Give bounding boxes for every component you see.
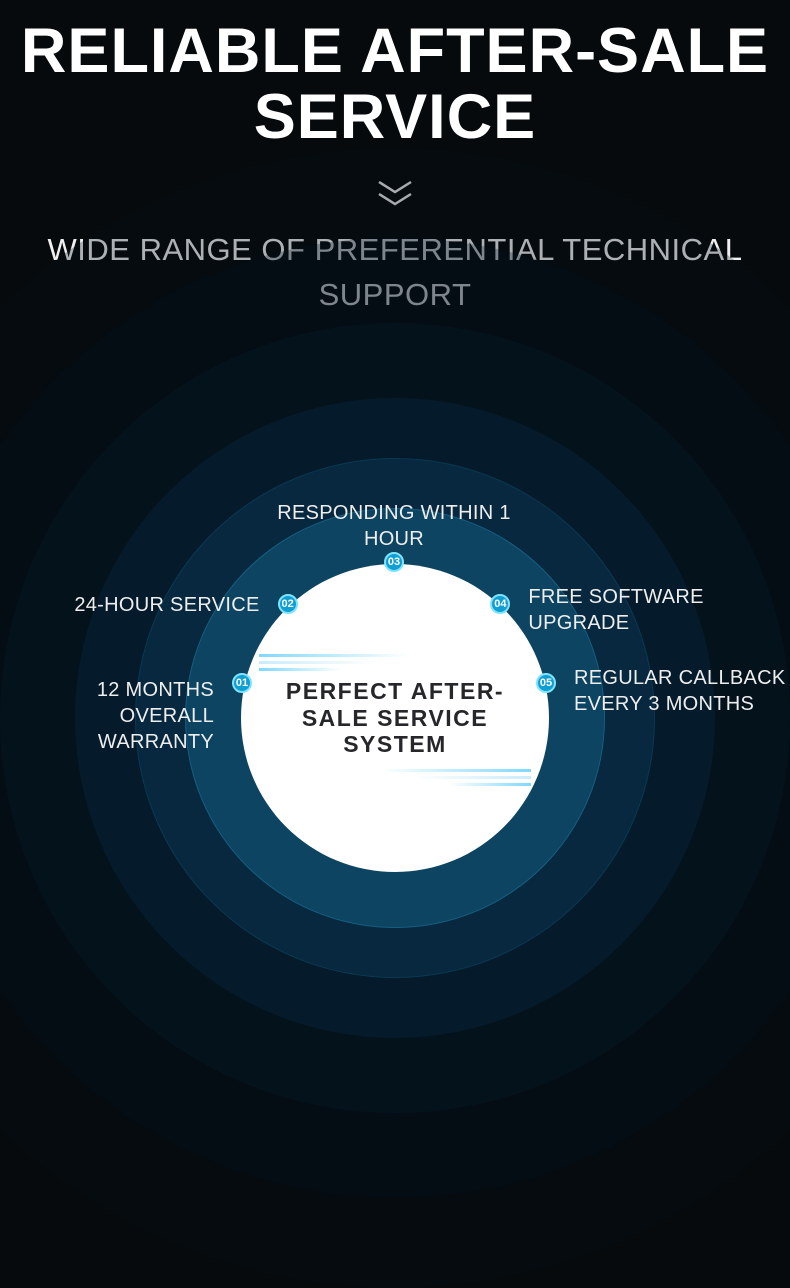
node-label-05: REGULAR CALLBACK EVERY 3 MONTHS	[574, 665, 790, 717]
center-text: PERFECT AFTER-SALE SERVICE SYSTEM	[261, 678, 529, 757]
service-diagram: PERFECT AFTER-SALE SERVICE SYSTEM0112 MO…	[394, 718, 396, 720]
node-marker-02: 02	[278, 594, 298, 614]
node-label-04: FREE SOFTWARE UPGRADE	[528, 584, 718, 636]
decor-lines	[381, 769, 531, 772]
node-marker-01: 01	[232, 673, 252, 693]
node-marker-03: 03	[384, 552, 404, 572]
page-title: RELIABLE AFTER-SALE SERVICE	[0, 18, 790, 150]
node-label-03: RESPONDING WITHIN 1 HOUR	[274, 500, 514, 552]
node-label-02: 24-HOUR SERVICE	[70, 592, 260, 618]
node-marker-05: 05	[536, 673, 556, 693]
decor-lines	[259, 654, 409, 657]
node-label-01: 12 MONTHS OVERALL WARRANTY	[4, 677, 214, 755]
node-marker-04: 04	[490, 594, 510, 614]
